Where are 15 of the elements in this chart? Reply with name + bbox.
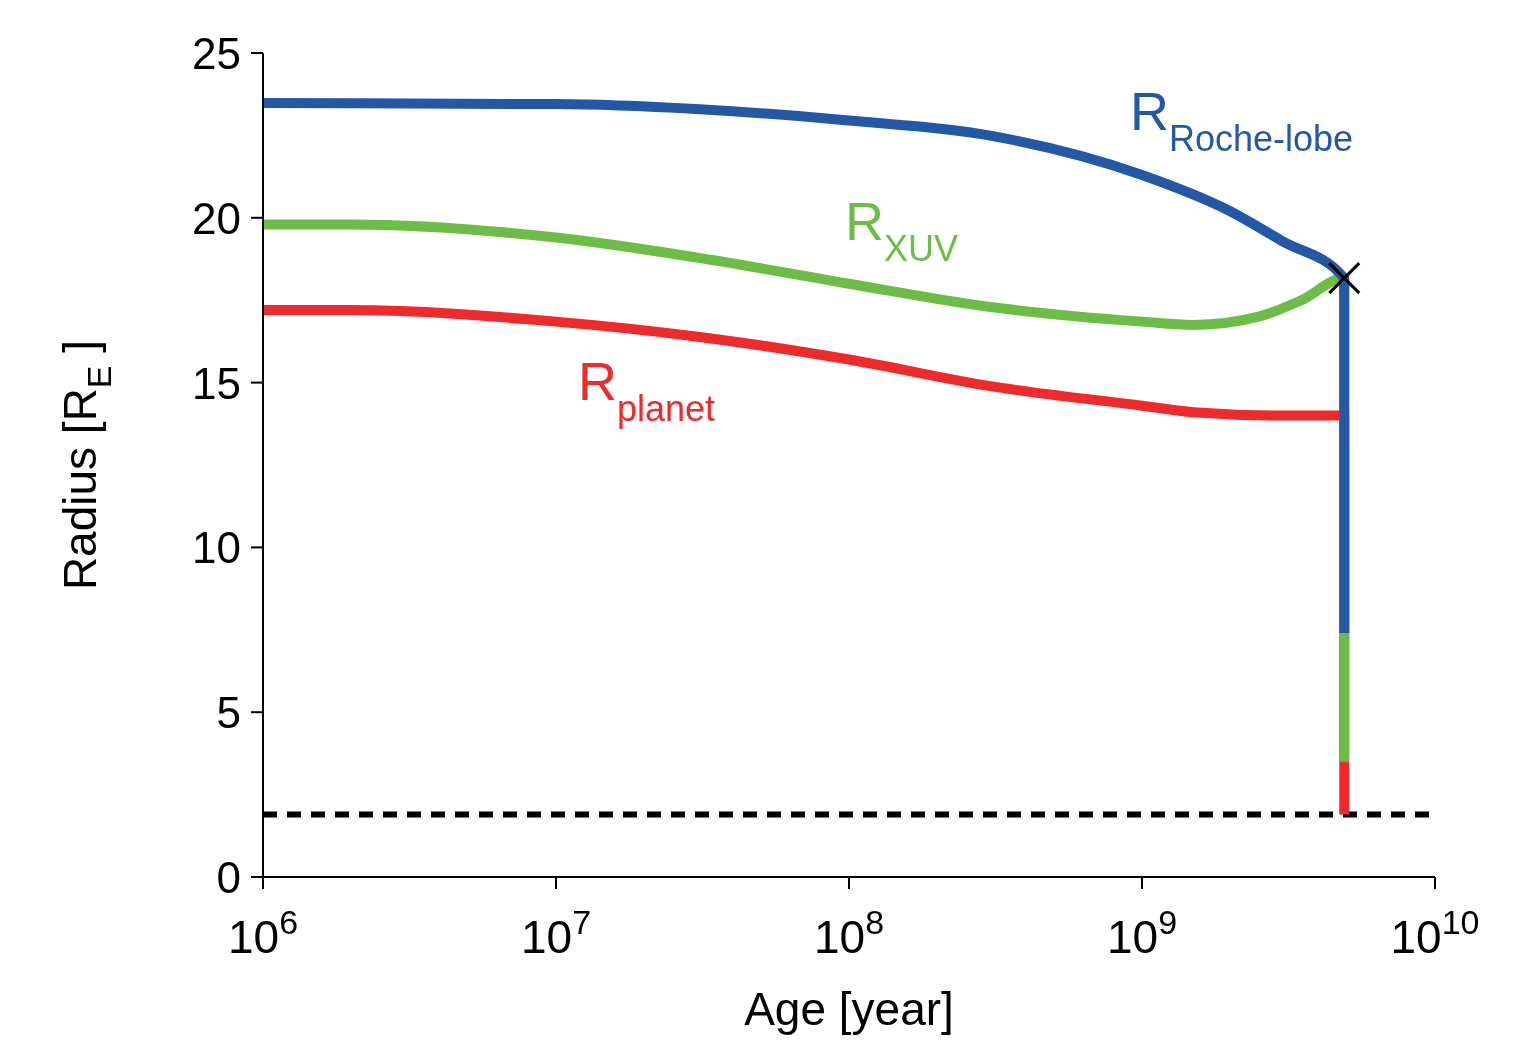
y-tick-label: 20 xyxy=(192,193,241,243)
x-tick-label: 10$^{8}$ xyxy=(813,903,885,963)
series-label: R$_{planet}$ xyxy=(578,351,716,429)
series-label: R$_{Roche-lobe}$ xyxy=(1130,81,1354,159)
x-tick-label: 10$^{9}$ xyxy=(1106,903,1178,963)
x-axis-title: Age [year] xyxy=(744,983,954,1035)
y-tick-label: 5 xyxy=(216,688,241,738)
y-tick-label: 10 xyxy=(192,523,241,573)
x-tick-label: 10$^{7}$ xyxy=(520,903,592,963)
x-tick-label: 10$^{6}$ xyxy=(227,903,299,963)
y-tick-label: 0 xyxy=(216,853,241,902)
series-label: R$_{XUV}$ xyxy=(845,191,959,269)
x-tick-label: 10$^{10}$ xyxy=(1390,903,1480,963)
y-tick-label: 15 xyxy=(192,358,241,408)
y-tick-label: 25 xyxy=(192,29,241,78)
